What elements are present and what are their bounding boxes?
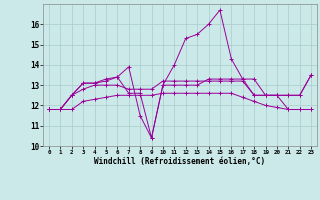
X-axis label: Windchill (Refroidissement éolien,°C): Windchill (Refroidissement éolien,°C) [94,157,266,166]
